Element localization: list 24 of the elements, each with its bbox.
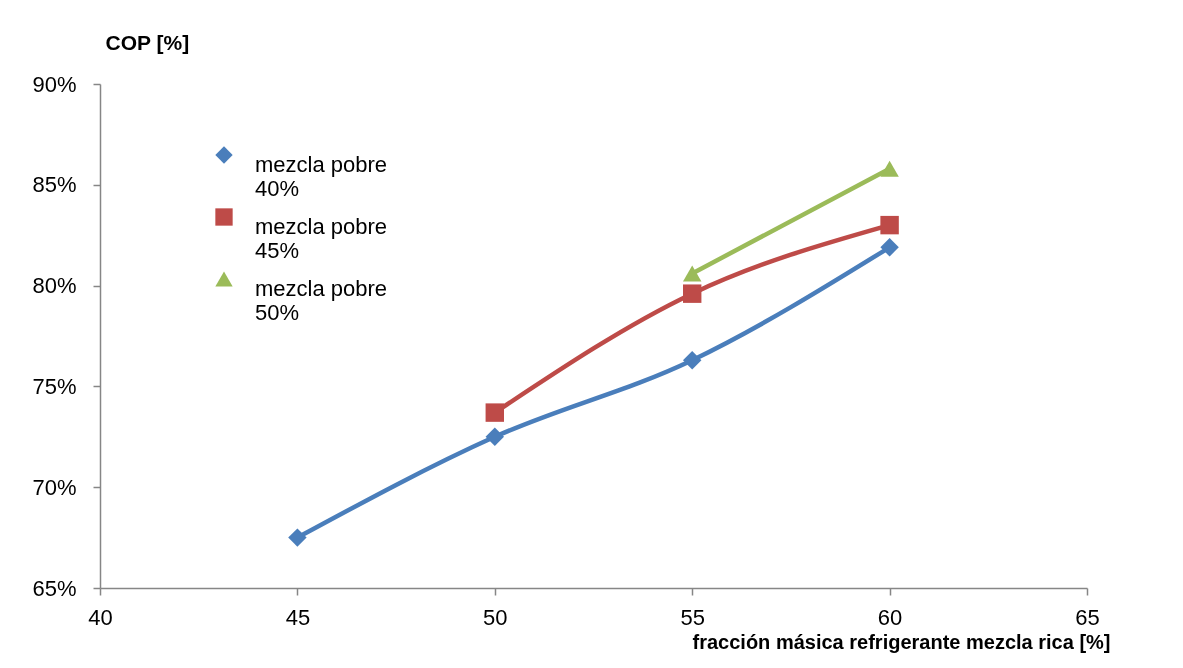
point — [485, 427, 505, 447]
x-tick-label: 45 — [285, 604, 311, 630]
legend-label: mezcla pobre 50% — [255, 276, 388, 325]
point — [485, 403, 505, 422]
y-tick-label: 75% — [32, 373, 77, 399]
y-tick-label: 85% — [32, 172, 77, 198]
legend-label: mezcla pobre 45% — [255, 214, 388, 263]
y-tick-label: 80% — [32, 273, 77, 299]
y-tick-label: 70% — [32, 474, 77, 500]
x-tick-label: 55 — [680, 604, 705, 630]
point — [288, 528, 307, 547]
point — [880, 215, 899, 235]
point — [682, 284, 702, 303]
x-tick-label: 40 — [88, 604, 113, 630]
point — [682, 350, 702, 370]
y-tick-label: 90% — [32, 71, 77, 97]
point — [880, 238, 899, 257]
x-tick-label: 50 — [483, 604, 508, 630]
x-tick-label: 65 — [1075, 604, 1100, 630]
legend-label: mezcla pobre 40% — [255, 152, 388, 201]
x-axis-title: fracción másica refrigerante mezcla rica [%] — [692, 630, 1111, 653]
x-tick-label: 60 — [877, 604, 903, 630]
y-tick-label: 65% — [32, 575, 77, 601]
y-axis-title: COP [%] — [105, 30, 190, 54]
